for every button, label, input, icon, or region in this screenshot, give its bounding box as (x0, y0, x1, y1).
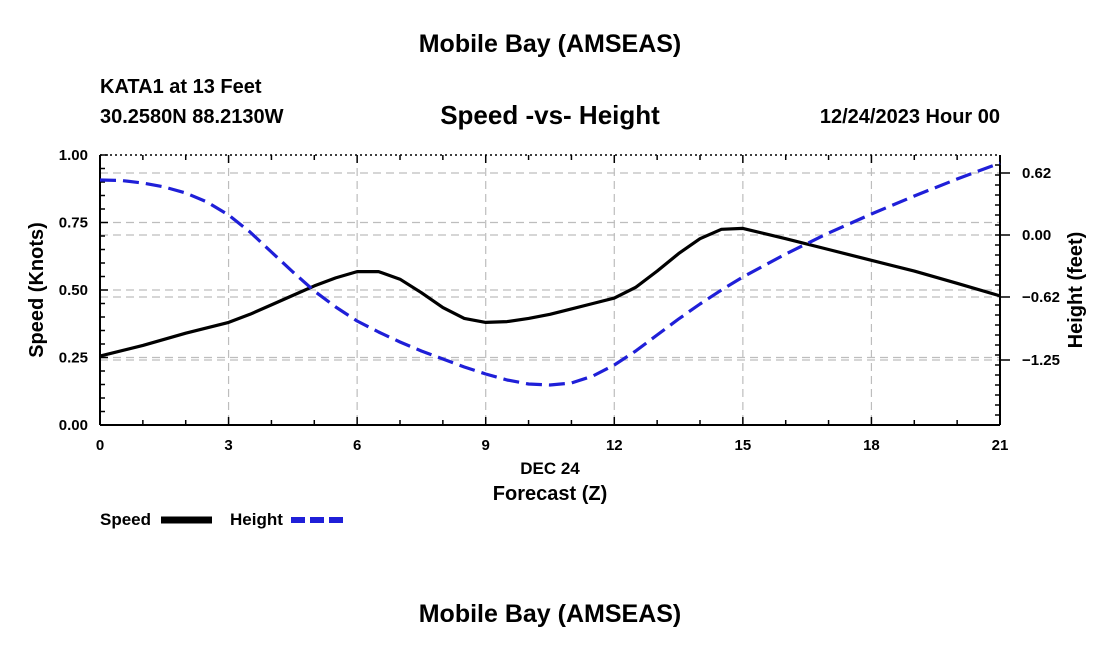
x-tick-label: 9 (482, 437, 490, 454)
chart-legend: Speed Height (100, 510, 343, 529)
chart-axes: 0 3 6 9 12 15 18 21 0.00 0.25 0.50 0.75 1.00 −1.25 −0.… (59, 147, 1060, 454)
station-label: KATA1 at 13 Feet (100, 76, 262, 98)
x-axis-label: Forecast (Z) (493, 483, 607, 505)
y-axis-right-label: Height (feet) (1065, 232, 1087, 349)
legend-height-label: Height (230, 510, 283, 529)
y-tick-label-left: 0.25 (59, 350, 88, 367)
chart-title: Mobile Bay (AMSEAS) (418, 30, 682, 58)
grid-lines (100, 155, 1000, 425)
x-tick-label: 0 (96, 437, 104, 454)
chart-labels: DEC 24 Forecast (Z) Speed (Knots) Height… (26, 222, 1087, 505)
y-tick-label-right: −0.62 (1022, 289, 1060, 306)
forecast-datetime: 12/24/2023 Hour 00 (819, 106, 1000, 128)
station-coordinates: 30.2580N 88.2130W (100, 106, 284, 128)
y-tick-label-left: 0.50 (59, 282, 88, 299)
x-tick-label: 12 (606, 437, 623, 454)
x-tick-label: 6 (353, 437, 361, 454)
x-tick-label: 21 (992, 437, 1009, 454)
chart-subtitle: Speed -vs- Height (440, 100, 660, 130)
y-tick-label-right: −1.25 (1022, 352, 1060, 369)
series-line-speed (99, 226, 1001, 358)
y-tick-label-left: 0.75 (59, 215, 88, 232)
y-tick-label-left: 1.00 (59, 147, 88, 164)
y-tick-label-right: 0.62 (1022, 165, 1051, 182)
y-axis-left-label: Speed (Knots) (26, 222, 48, 358)
x-tick-label: 18 (863, 437, 880, 454)
y-tick-label-right: 0.00 (1022, 227, 1051, 244)
y-tick-label-left: 0.00 (59, 417, 88, 434)
chart-series (99, 161, 1001, 387)
x-tick-label: 15 (735, 437, 752, 454)
footer-title: Mobile Bay (AMSEAS) (418, 600, 682, 628)
legend-speed-label: Speed (100, 510, 151, 529)
x-tick-label: 3 (224, 437, 232, 454)
series-line-height (99, 161, 1001, 387)
x-axis-date-label: DEC 24 (520, 459, 580, 478)
